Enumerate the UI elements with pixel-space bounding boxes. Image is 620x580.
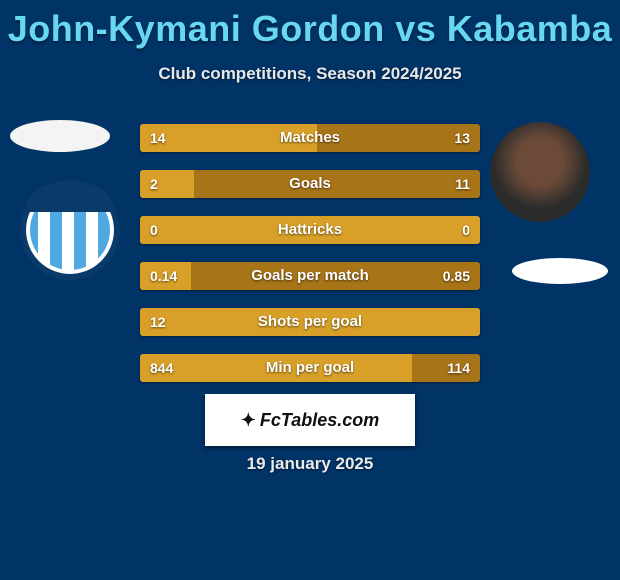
page-title: John-Kymani Gordon vs Kabamba [0, 0, 620, 50]
stat-label: Matches [140, 124, 480, 152]
stat-row: 844 Min per goal 114 [140, 354, 480, 382]
stat-row: 14 Matches 13 [140, 124, 480, 152]
stat-row: 2 Goals 11 [140, 170, 480, 198]
brand-icon: ✦ [241, 410, 256, 431]
player-right-shadow [512, 258, 608, 284]
stat-label: Shots per goal [140, 308, 480, 336]
stat-right-value: 13 [454, 124, 470, 152]
stat-right-value: 0.85 [443, 262, 470, 290]
stat-right-value: 114 [447, 354, 470, 382]
stat-label: Min per goal [140, 354, 480, 382]
stat-row: 0.14 Goals per match 0.85 [140, 262, 480, 290]
stat-label: Hattricks [140, 216, 480, 244]
stats-bars: 14 Matches 13 2 Goals 11 0 Hattricks 0 0… [140, 124, 480, 400]
stat-row: 0 Hattricks 0 [140, 216, 480, 244]
stat-right-value: 0 [462, 216, 470, 244]
stat-row: 12 Shots per goal [140, 308, 480, 336]
player-left-avatar [10, 120, 110, 152]
subtitle: Club competitions, Season 2024/2025 [0, 64, 620, 84]
brand-text: FcTables.com [260, 410, 379, 431]
brand-box: ✦ FcTables.com [205, 394, 415, 446]
stat-right-value: 11 [455, 170, 470, 198]
stat-label: Goals per match [140, 262, 480, 290]
player-right-avatar [490, 122, 590, 222]
club-badge-left [20, 180, 120, 280]
stat-label: Goals [140, 170, 480, 198]
date-text: 19 january 2025 [0, 454, 620, 474]
